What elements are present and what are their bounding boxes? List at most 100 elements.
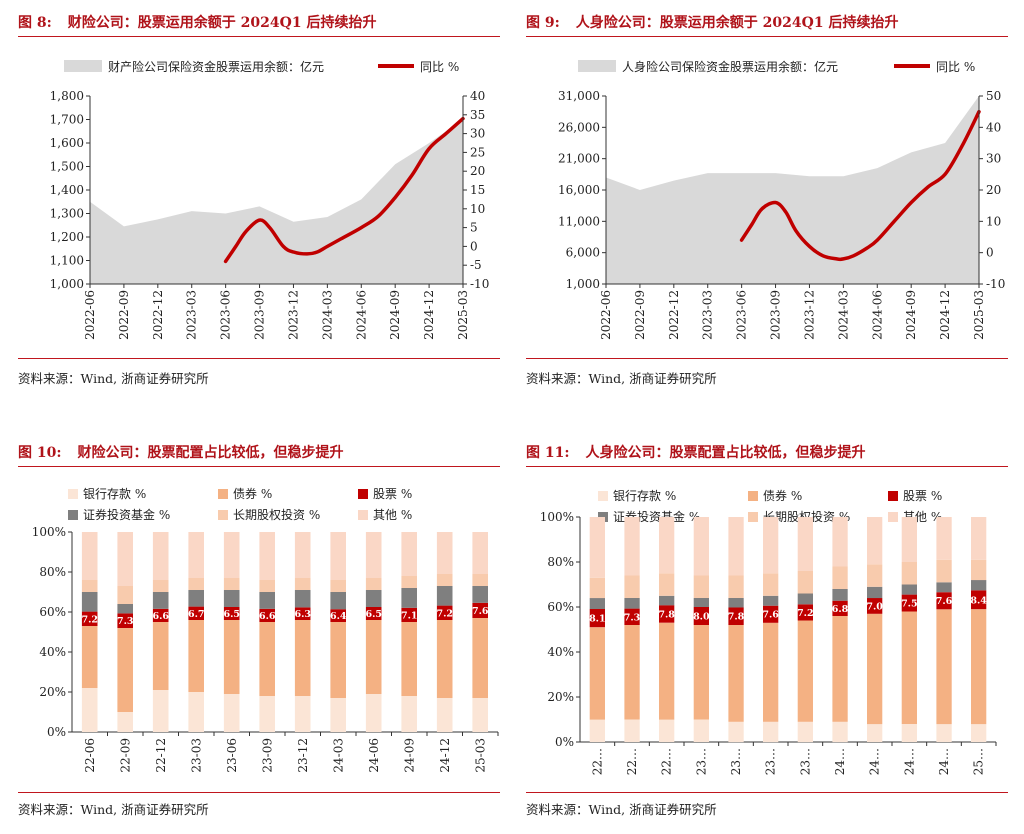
bar-data-label: 6.6 <box>152 611 169 622</box>
bar-segment <box>901 594 917 612</box>
x-tick-label: 2024-06 <box>870 290 884 340</box>
bar-data-label: 6.5 <box>223 609 240 620</box>
bar-segment <box>472 698 488 732</box>
x-tick-label: 2023-09 <box>253 290 267 340</box>
figure-9-chart: 人身险公司保险资金股票运用余额：亿元 同比 % 1,000 6,000 11,000 16… <box>558 59 1005 340</box>
x-tick-label: 2024-03 <box>320 290 334 340</box>
bar-segment <box>365 532 382 578</box>
bar-segment <box>401 607 417 622</box>
bar-segment <box>152 608 169 622</box>
legend-area-label: 财产险公司保险资金股票运用余额：亿元 <box>108 59 324 74</box>
bar-segment <box>223 578 240 590</box>
x-tick-label: 2022-09 <box>117 290 131 340</box>
bar-segment <box>259 580 275 592</box>
bar-segment <box>152 690 169 732</box>
bar-data-label: 7.3 <box>117 616 134 627</box>
bar-segment <box>472 602 488 618</box>
x-tick-label: 23… <box>729 748 743 775</box>
bar-segment <box>436 605 453 620</box>
area-series <box>606 96 979 284</box>
y2-tick-label: 40 <box>986 120 1001 134</box>
bar-segment <box>659 719 675 742</box>
bar-segment <box>832 600 848 616</box>
bar-data-label: 6.4 <box>330 611 347 622</box>
figure-10-title: 图 10: 财险公司：股票配置占比较低，但稳步提升 <box>18 445 344 461</box>
y-tick-label: 80% <box>547 555 574 569</box>
bar-segment <box>330 580 346 592</box>
y-tick-label: 1,300 <box>50 207 84 221</box>
bar-segment <box>728 598 744 608</box>
y-tick-label: 31,000 <box>558 89 600 103</box>
bar-segment <box>971 559 987 581</box>
bar-segment <box>728 607 744 625</box>
bar-segment <box>81 532 98 580</box>
legend-swatch <box>218 489 228 499</box>
bar-segment <box>763 622 779 722</box>
y2-tick-label: 20 <box>986 183 1001 197</box>
bar-data-label: 7.3 <box>624 612 641 623</box>
y-tick-label: 100% <box>32 525 66 539</box>
x-tick-label: 23… <box>798 748 812 775</box>
x-tick-label: 2022-06 <box>599 290 613 340</box>
legend-area-label: 人身险公司保险资金股票运用余额：亿元 <box>622 59 838 74</box>
bar-segment <box>259 696 275 732</box>
bar-segment <box>693 607 709 625</box>
y2-tick-label: 50 <box>986 89 1001 103</box>
bar-segment <box>436 574 453 586</box>
x-tick-label: 24-03 <box>331 738 345 773</box>
bar-segment <box>294 620 311 696</box>
bar-segment <box>763 605 779 623</box>
figure-8-panel: 图 8: 财险公司：股票运用余额于 2024Q1 后持续抬升 财产险公司保险资金股… <box>18 12 500 392</box>
y2-tick-label: -10 <box>986 277 1005 291</box>
bar-segment <box>659 517 675 574</box>
x-tick-label: 22… <box>590 748 604 775</box>
y-tick-label: 1,800 <box>50 89 84 103</box>
bar-segment <box>330 592 346 610</box>
bar-segment <box>971 517 987 560</box>
bar-data-label: 7.1 <box>401 610 418 621</box>
bar-segment <box>436 620 453 698</box>
bar-segment <box>81 611 98 626</box>
y2-tick-label: 25 <box>470 145 485 159</box>
bar-segment <box>936 517 952 560</box>
bar-segment <box>589 627 605 720</box>
y-tick-label: 11,000 <box>558 214 600 228</box>
bar-segment <box>223 532 240 578</box>
bar-segment <box>259 592 275 609</box>
figure-9-panel: 图 9: 人身险公司：股票运用余额于 2024Q1 后持续抬升 人身险公司保险资金… <box>526 12 1008 392</box>
bar-segment <box>117 586 133 604</box>
y-tick-label: 0% <box>555 735 574 749</box>
bar-segment <box>436 698 453 732</box>
x-tick-label: 24-12 <box>438 738 452 773</box>
legend-swatch <box>358 510 368 520</box>
bar-segment <box>867 517 883 565</box>
bar-segment <box>867 564 883 587</box>
x-tick-label: 2024-12 <box>938 290 952 340</box>
bar-segment <box>117 712 133 732</box>
legend-label: 证券投资基金 % <box>83 507 170 522</box>
x-tick-label: 2022-12 <box>667 290 681 340</box>
x-tick-label: 22-12 <box>154 738 168 773</box>
bar-data-label: 8.0 <box>693 612 710 623</box>
bar-segment <box>259 608 275 622</box>
bar-data-label: 7.2 <box>81 614 98 625</box>
x-tick-label: 2024-03 <box>836 290 850 340</box>
y-tick-label: 1,600 <box>50 136 84 150</box>
bar-segment <box>152 592 169 609</box>
bar-segment <box>728 721 744 743</box>
legend-area-swatch <box>64 60 102 72</box>
bar-segment <box>152 580 169 592</box>
x-tick-label: 2023-06 <box>735 290 749 340</box>
bar-segment <box>693 625 709 720</box>
y-tick-label: 21,000 <box>558 152 600 166</box>
bar-data-label: 6.8 <box>832 604 849 615</box>
figure-9-source: 资料来源：Wind, 浙商证券研究所 <box>526 371 717 386</box>
bar-data-label: 7.5 <box>901 599 918 610</box>
bar-segment <box>188 532 204 578</box>
y-tick-label: 1,500 <box>50 160 84 174</box>
x-tick-label: 2022-06 <box>83 290 97 340</box>
bar-segment <box>936 724 952 742</box>
y-tick-label: 1,200 <box>50 230 84 244</box>
bar-segment <box>693 575 709 598</box>
bar-data-label: 7.8 <box>658 610 675 621</box>
